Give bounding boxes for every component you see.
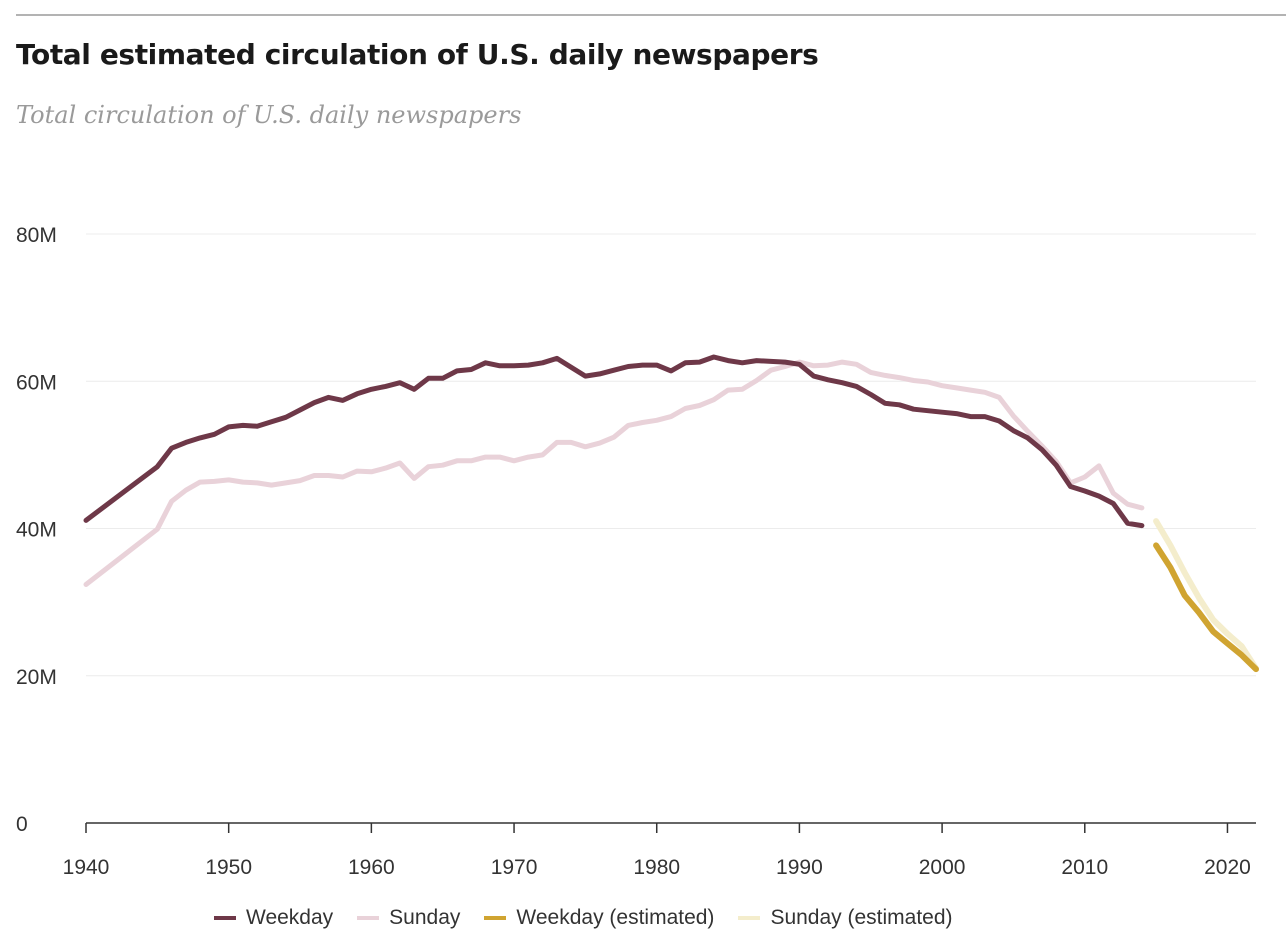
series-line-weekday — [83, 354, 1145, 529]
legend-label: Sunday — [389, 906, 461, 929]
x-tick-label: 2010 — [1061, 856, 1108, 879]
y-tick-label: 60M — [16, 371, 57, 394]
x-tick-label: 1960 — [348, 856, 395, 879]
x-tick-label: 1970 — [491, 856, 538, 879]
legend-label: Sunday (estimated) — [770, 906, 953, 929]
series-line-sunday-estimated — [1153, 518, 1259, 672]
legend-swatch — [738, 916, 761, 920]
legend-item-weekday-estimated: Weekday (estimated) — [484, 906, 714, 930]
legend-item-sunday-estimated: Sunday (estimated) — [738, 906, 953, 930]
legend-item-sunday: Sunday — [357, 906, 460, 930]
legend-item-weekday: Weekday — [214, 906, 333, 930]
top-rule — [16, 14, 1286, 16]
series-line-sunday — [83, 359, 1145, 587]
y-tick-label: 80M — [16, 224, 57, 247]
y-tick-label: 20M — [16, 666, 57, 689]
legend-label: Weekday — [246, 906, 334, 929]
x-tick-label: 1950 — [205, 856, 252, 879]
y-tick-label: 40M — [16, 519, 57, 542]
x-tick-label: 2000 — [919, 856, 966, 879]
legend-swatch — [484, 916, 507, 920]
chart-title: Total estimated circulation of U.S. dail… — [16, 38, 819, 71]
legend-swatch — [357, 916, 380, 920]
x-tick-label: 1940 — [63, 856, 110, 879]
legend-label: Weekday (estimated) — [516, 906, 715, 929]
legend-swatch — [214, 916, 236, 920]
x-tick-label: 1980 — [633, 856, 680, 879]
x-tick-label: 1990 — [776, 856, 823, 879]
x-axis: 1940 1950 1960 1970 1980 1990 2000 2010 2020 — [63, 822, 1256, 879]
x-tick-label: 2020 — [1204, 856, 1251, 879]
series-line-weekday-estimated — [1153, 542, 1259, 673]
y-axis-tick-labels: 0 20M 40M 60M 80M — [16, 224, 57, 836]
y-tick-label: 0 — [16, 813, 28, 836]
legend: Weekday Sunday Weekday (estimated) Sunday (… — [214, 903, 977, 933]
series-lines — [83, 354, 1259, 673]
gridlines — [86, 233, 1256, 677]
chart-subtitle: Total circulation of U.S. daily newspape… — [16, 101, 522, 129]
